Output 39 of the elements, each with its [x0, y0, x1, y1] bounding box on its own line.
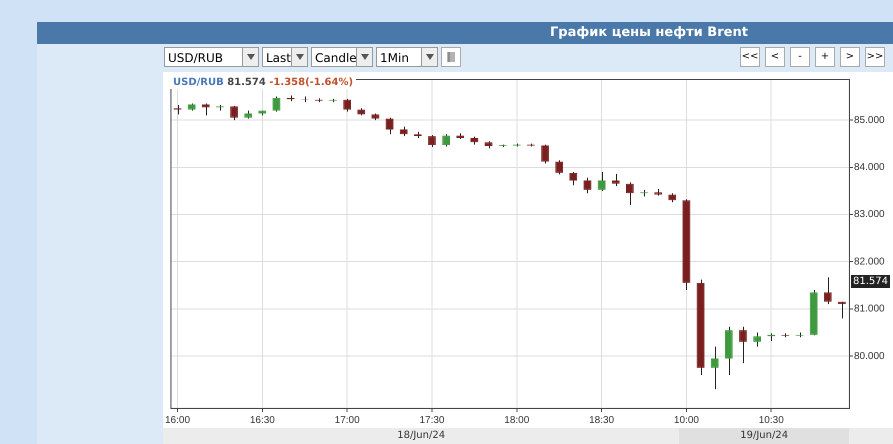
y-tick-label: 81.000 — [854, 304, 886, 315]
x-tick-label: 10:30 — [758, 414, 784, 426]
series-label: USD/RUB — [173, 77, 224, 88]
y-tick-label: 83.000 — [854, 209, 886, 220]
text: 1Min — [376, 47, 438, 67]
text: 18/Jun/24 — [396, 429, 446, 443]
text: USD/RUB — [164, 47, 259, 67]
x-tick-label: 18:30 — [589, 414, 615, 426]
candlestick — [626, 182, 634, 206]
text: << — [740, 47, 760, 67]
candlestick — [824, 276, 832, 305]
candlestick — [612, 173, 620, 187]
x-tick-label: 17:30 — [419, 414, 445, 426]
text: Candle — [311, 47, 373, 67]
annotation: 81.574 — [227, 77, 266, 88]
y-tick-label: 85.000 — [854, 114, 886, 126]
y-tick-label: 82.000 — [854, 256, 886, 268]
y-tick-label: 80.000 — [854, 350, 886, 362]
x-tick-label: 18:00 — [504, 414, 530, 426]
text: 19/Jun/24 — [679, 428, 849, 444]
x-tick-label: 17:00 — [334, 414, 360, 426]
chart-title: График цены нефти Brent — [550, 24, 748, 42]
text: Last — [262, 47, 308, 67]
text: + — [815, 47, 835, 67]
candlestick — [541, 144, 549, 164]
x-tick-label: 16:00 — [164, 414, 190, 426]
text: > — [840, 47, 860, 67]
x-tick-label: 16:30 — [250, 414, 276, 426]
text: < — [765, 47, 785, 67]
annotation: -1.358(-1.64%) — [269, 77, 354, 88]
x-tick-label: 10:00 — [674, 414, 700, 426]
text: - — [790, 47, 810, 67]
candlestick — [753, 332, 761, 348]
candlestick — [202, 103, 210, 116]
candlestick — [710, 346, 719, 390]
candlestick — [739, 326, 747, 364]
text: >> — [865, 47, 885, 67]
annotation: 81.574 — [851, 274, 890, 288]
y-tick-label: 84.000 — [854, 162, 886, 174]
